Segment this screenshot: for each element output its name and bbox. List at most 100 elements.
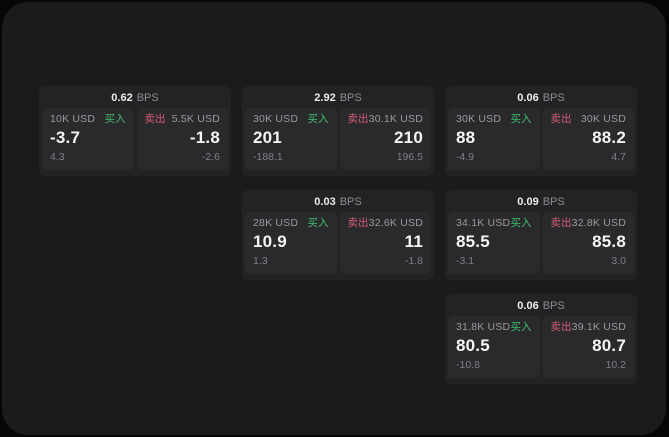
buy-amount: 10K USD <box>50 113 96 125</box>
sell-panel[interactable]: 卖出 39.1K USD 80.7 10.2 <box>542 316 634 378</box>
buy-label-row: 28K USD 买入 <box>253 218 329 229</box>
buy-label: 买入 <box>307 217 329 229</box>
sell-price: 210 <box>394 128 423 147</box>
sell-amount: 39.1K USD <box>571 321 626 333</box>
sell-label-row: 卖出 30K USD <box>551 114 627 125</box>
buy-sub-value: 4.3 <box>50 151 65 163</box>
quote-card: 2.92 BPS 30K USD 买入 201 -188.1 卖出 30.1K … <box>242 86 434 176</box>
bps-value: 0.62 <box>111 92 133 104</box>
buy-amount: 28K USD <box>253 217 299 229</box>
quote-card: 0.09 BPS 34.1K USD 买入 85.5 -3.1 卖出 32.8K… <box>445 190 637 280</box>
quote-grid: 0.62 BPS 10K USD 买入 -3.7 4.3 卖出 5.5K USD <box>39 86 637 384</box>
buy-label: 买入 <box>510 321 532 333</box>
buy-amount: 34.1K USD <box>456 217 511 229</box>
sell-sub-value: 196.5 <box>396 151 423 163</box>
buy-amount: 30K USD <box>253 113 299 125</box>
buy-panel[interactable]: 10K USD 买入 -3.7 4.3 <box>42 108 134 170</box>
bps-header: 0.09 BPS <box>445 190 637 212</box>
quote-panels: 30K USD 买入 88 -4.9 卖出 30K USD 88.2 4.7 <box>445 108 637 170</box>
sell-panel[interactable]: 卖出 30K USD 88.2 4.7 <box>542 108 634 170</box>
quote-panels: 28K USD 买入 10.9 1.3 卖出 32.6K USD 11 -1.8 <box>242 212 434 274</box>
sell-label: 卖出 <box>550 217 572 229</box>
sell-sub-value: 10.2 <box>605 359 626 371</box>
buy-sub-value: -3.1 <box>456 255 475 267</box>
buy-panel[interactable]: 28K USD 买入 10.9 1.3 <box>245 212 337 274</box>
sell-label-row: 卖出 39.1K USD <box>551 322 627 333</box>
buy-price: 201 <box>253 128 282 147</box>
buy-panel[interactable]: 30K USD 买入 88 -4.9 <box>448 108 540 170</box>
buy-panel[interactable]: 31.8K USD 买入 80.5 -10.8 <box>448 316 540 378</box>
sell-price: 80.7 <box>592 336 626 355</box>
bps-header: 2.92 BPS <box>242 86 434 108</box>
bps-header: 0.62 BPS <box>39 86 231 108</box>
sell-amount: 32.6K USD <box>368 217 423 229</box>
bps-unit-label: BPS <box>542 196 565 208</box>
bps-value: 0.06 <box>517 92 539 104</box>
quote-card: 0.06 BPS 31.8K USD 买入 80.5 -10.8 卖出 39.1… <box>445 294 637 384</box>
buy-sub-value: 1.3 <box>253 255 268 267</box>
buy-sub-value: -10.8 <box>456 359 480 371</box>
sell-label: 卖出 <box>347 217 369 229</box>
quote-card: 0.62 BPS 10K USD 买入 -3.7 4.3 卖出 5.5K USD <box>39 86 231 176</box>
sell-price: 11 <box>404 232 423 251</box>
bps-value: 0.03 <box>314 196 336 208</box>
quote-card: 0.03 BPS 28K USD 买入 10.9 1.3 卖出 32.6K US… <box>242 190 434 280</box>
sell-price: 88.2 <box>592 128 626 147</box>
buy-label: 买入 <box>104 113 126 125</box>
buy-sub-value: -188.1 <box>253 151 283 163</box>
sell-label: 卖出 <box>144 113 166 125</box>
quote-panels: 10K USD 买入 -3.7 4.3 卖出 5.5K USD -1.8 -2.… <box>39 108 231 170</box>
sell-amount: 30K USD <box>580 113 626 125</box>
sell-amount: 32.8K USD <box>571 217 626 229</box>
sell-label: 卖出 <box>347 113 369 125</box>
sell-sub-value: 4.7 <box>611 151 626 163</box>
sell-sub-value: 3.0 <box>611 255 626 267</box>
buy-price: 10.9 <box>253 232 287 251</box>
buy-label-row: 10K USD 买入 <box>50 114 126 125</box>
buy-panel[interactable]: 30K USD 买入 201 -188.1 <box>245 108 337 170</box>
bps-value: 0.09 <box>517 196 539 208</box>
bps-header: 0.06 BPS <box>445 86 637 108</box>
buy-panel[interactable]: 34.1K USD 买入 85.5 -3.1 <box>448 212 540 274</box>
sell-amount: 5.5K USD <box>171 113 220 125</box>
sell-label-row: 卖出 32.6K USD <box>348 218 424 229</box>
bps-unit-label: BPS <box>542 300 565 312</box>
buy-price: -3.7 <box>50 128 81 147</box>
buy-price: 88 <box>456 128 476 147</box>
buy-label: 买入 <box>510 217 532 229</box>
sell-sub-value: -1.8 <box>404 255 423 267</box>
buy-label: 买入 <box>510 113 532 125</box>
sell-panel[interactable]: 卖出 32.6K USD 11 -1.8 <box>339 212 431 274</box>
buy-label-row: 34.1K USD 买入 <box>456 218 532 229</box>
bps-header: 0.03 BPS <box>242 190 434 212</box>
quote-panels: 30K USD 买入 201 -188.1 卖出 30.1K USD 210 1… <box>242 108 434 170</box>
buy-label: 买入 <box>307 113 329 125</box>
sell-label: 卖出 <box>550 113 572 125</box>
quote-panels: 31.8K USD 买入 80.5 -10.8 卖出 39.1K USD 80.… <box>445 316 637 378</box>
bps-unit-label: BPS <box>339 196 362 208</box>
buy-price: 85.5 <box>456 232 490 251</box>
sell-label-row: 卖出 32.8K USD <box>551 218 627 229</box>
buy-label-row: 30K USD 买入 <box>456 114 532 125</box>
buy-amount: 30K USD <box>456 113 502 125</box>
sell-label-row: 卖出 5.5K USD <box>145 114 221 125</box>
buy-label-row: 30K USD 买入 <box>253 114 329 125</box>
sell-panel[interactable]: 卖出 5.5K USD -1.8 -2.6 <box>136 108 228 170</box>
buy-label-row: 31.8K USD 买入 <box>456 322 532 333</box>
sell-price: -1.8 <box>189 128 220 147</box>
sell-label-row: 卖出 30.1K USD <box>348 114 424 125</box>
sell-panel[interactable]: 卖出 32.8K USD 85.8 3.0 <box>542 212 634 274</box>
sell-amount: 30.1K USD <box>368 113 423 125</box>
bps-value: 0.06 <box>517 300 539 312</box>
bps-value: 2.92 <box>314 92 336 104</box>
sell-panel[interactable]: 卖出 30.1K USD 210 196.5 <box>339 108 431 170</box>
bps-header: 0.06 BPS <box>445 294 637 316</box>
quote-card: 0.06 BPS 30K USD 买入 88 -4.9 卖出 30K USD <box>445 86 637 176</box>
quote-panels: 34.1K USD 买入 85.5 -3.1 卖出 32.8K USD 85.8… <box>445 212 637 274</box>
sell-sub-value: -2.6 <box>201 151 220 163</box>
buy-amount: 31.8K USD <box>456 321 511 333</box>
bps-unit-label: BPS <box>542 92 565 104</box>
bps-unit-label: BPS <box>136 92 159 104</box>
bps-unit-label: BPS <box>339 92 362 104</box>
